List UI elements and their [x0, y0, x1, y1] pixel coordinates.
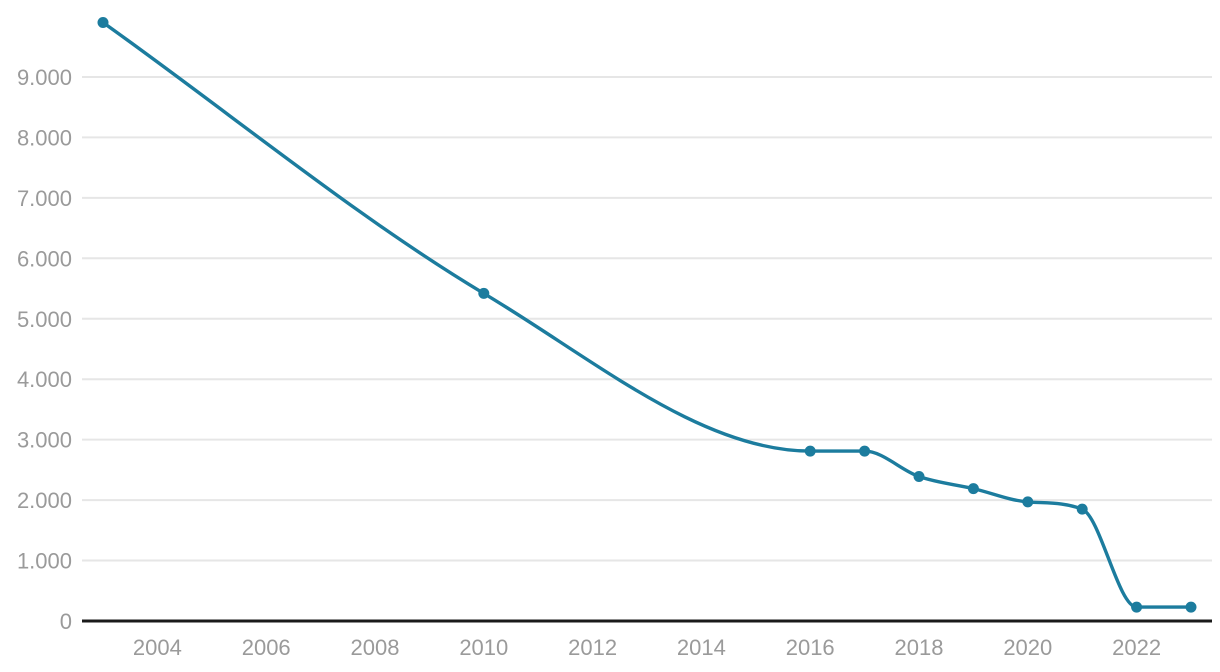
x-tick-label: 2006	[242, 635, 291, 660]
data-point-marker[interactable]	[1131, 601, 1143, 613]
y-axis-labels: 0 1.000 2.000 3.000 4.000 5.000 6.000 7.000 8.00…	[17, 65, 72, 634]
gridlines-layer	[82, 75, 1212, 623]
y-tick-label: 3.000	[17, 428, 72, 453]
series-line	[101, 20, 1193, 609]
x-tick-label: 2020	[1003, 635, 1052, 660]
y-tick-label: 2.000	[17, 488, 72, 513]
series-layer	[101, 20, 1193, 609]
data-point-marker[interactable]	[1022, 496, 1034, 508]
x-tick-label: 2010	[459, 635, 508, 660]
data-points-layer	[97, 17, 1197, 613]
data-point-marker[interactable]	[97, 17, 109, 29]
y-tick-label: 5.000	[17, 307, 72, 332]
y-tick-label: 6.000	[17, 246, 72, 271]
x-tick-label: 2022	[1112, 635, 1161, 660]
x-tick-label: 2012	[568, 635, 617, 660]
x-tick-label: 2008	[351, 635, 400, 660]
y-tick-label: 8.000	[17, 125, 72, 150]
data-point-marker[interactable]	[859, 445, 871, 457]
y-tick-label: 1.000	[17, 549, 72, 574]
x-tick-label: 2004	[133, 635, 182, 660]
y-tick-label: 0	[60, 609, 72, 634]
data-point-marker[interactable]	[913, 471, 925, 483]
y-tick-label: 4.000	[17, 367, 72, 392]
x-tick-label: 2016	[786, 635, 835, 660]
x-tick-label: 2014	[677, 635, 726, 660]
x-tick-label: 2018	[895, 635, 944, 660]
data-point-marker[interactable]	[967, 483, 979, 495]
y-tick-label: 7.000	[17, 186, 72, 211]
data-point-marker[interactable]	[1076, 503, 1088, 515]
data-point-marker[interactable]	[478, 287, 490, 299]
data-point-marker[interactable]	[804, 445, 816, 457]
y-tick-label: 9.000	[17, 65, 72, 90]
data-point-marker[interactable]	[1185, 601, 1197, 613]
x-axis-labels: 2004 2006 2008 2010 2012 2014 2016 2018 2020 2022	[133, 635, 1161, 660]
